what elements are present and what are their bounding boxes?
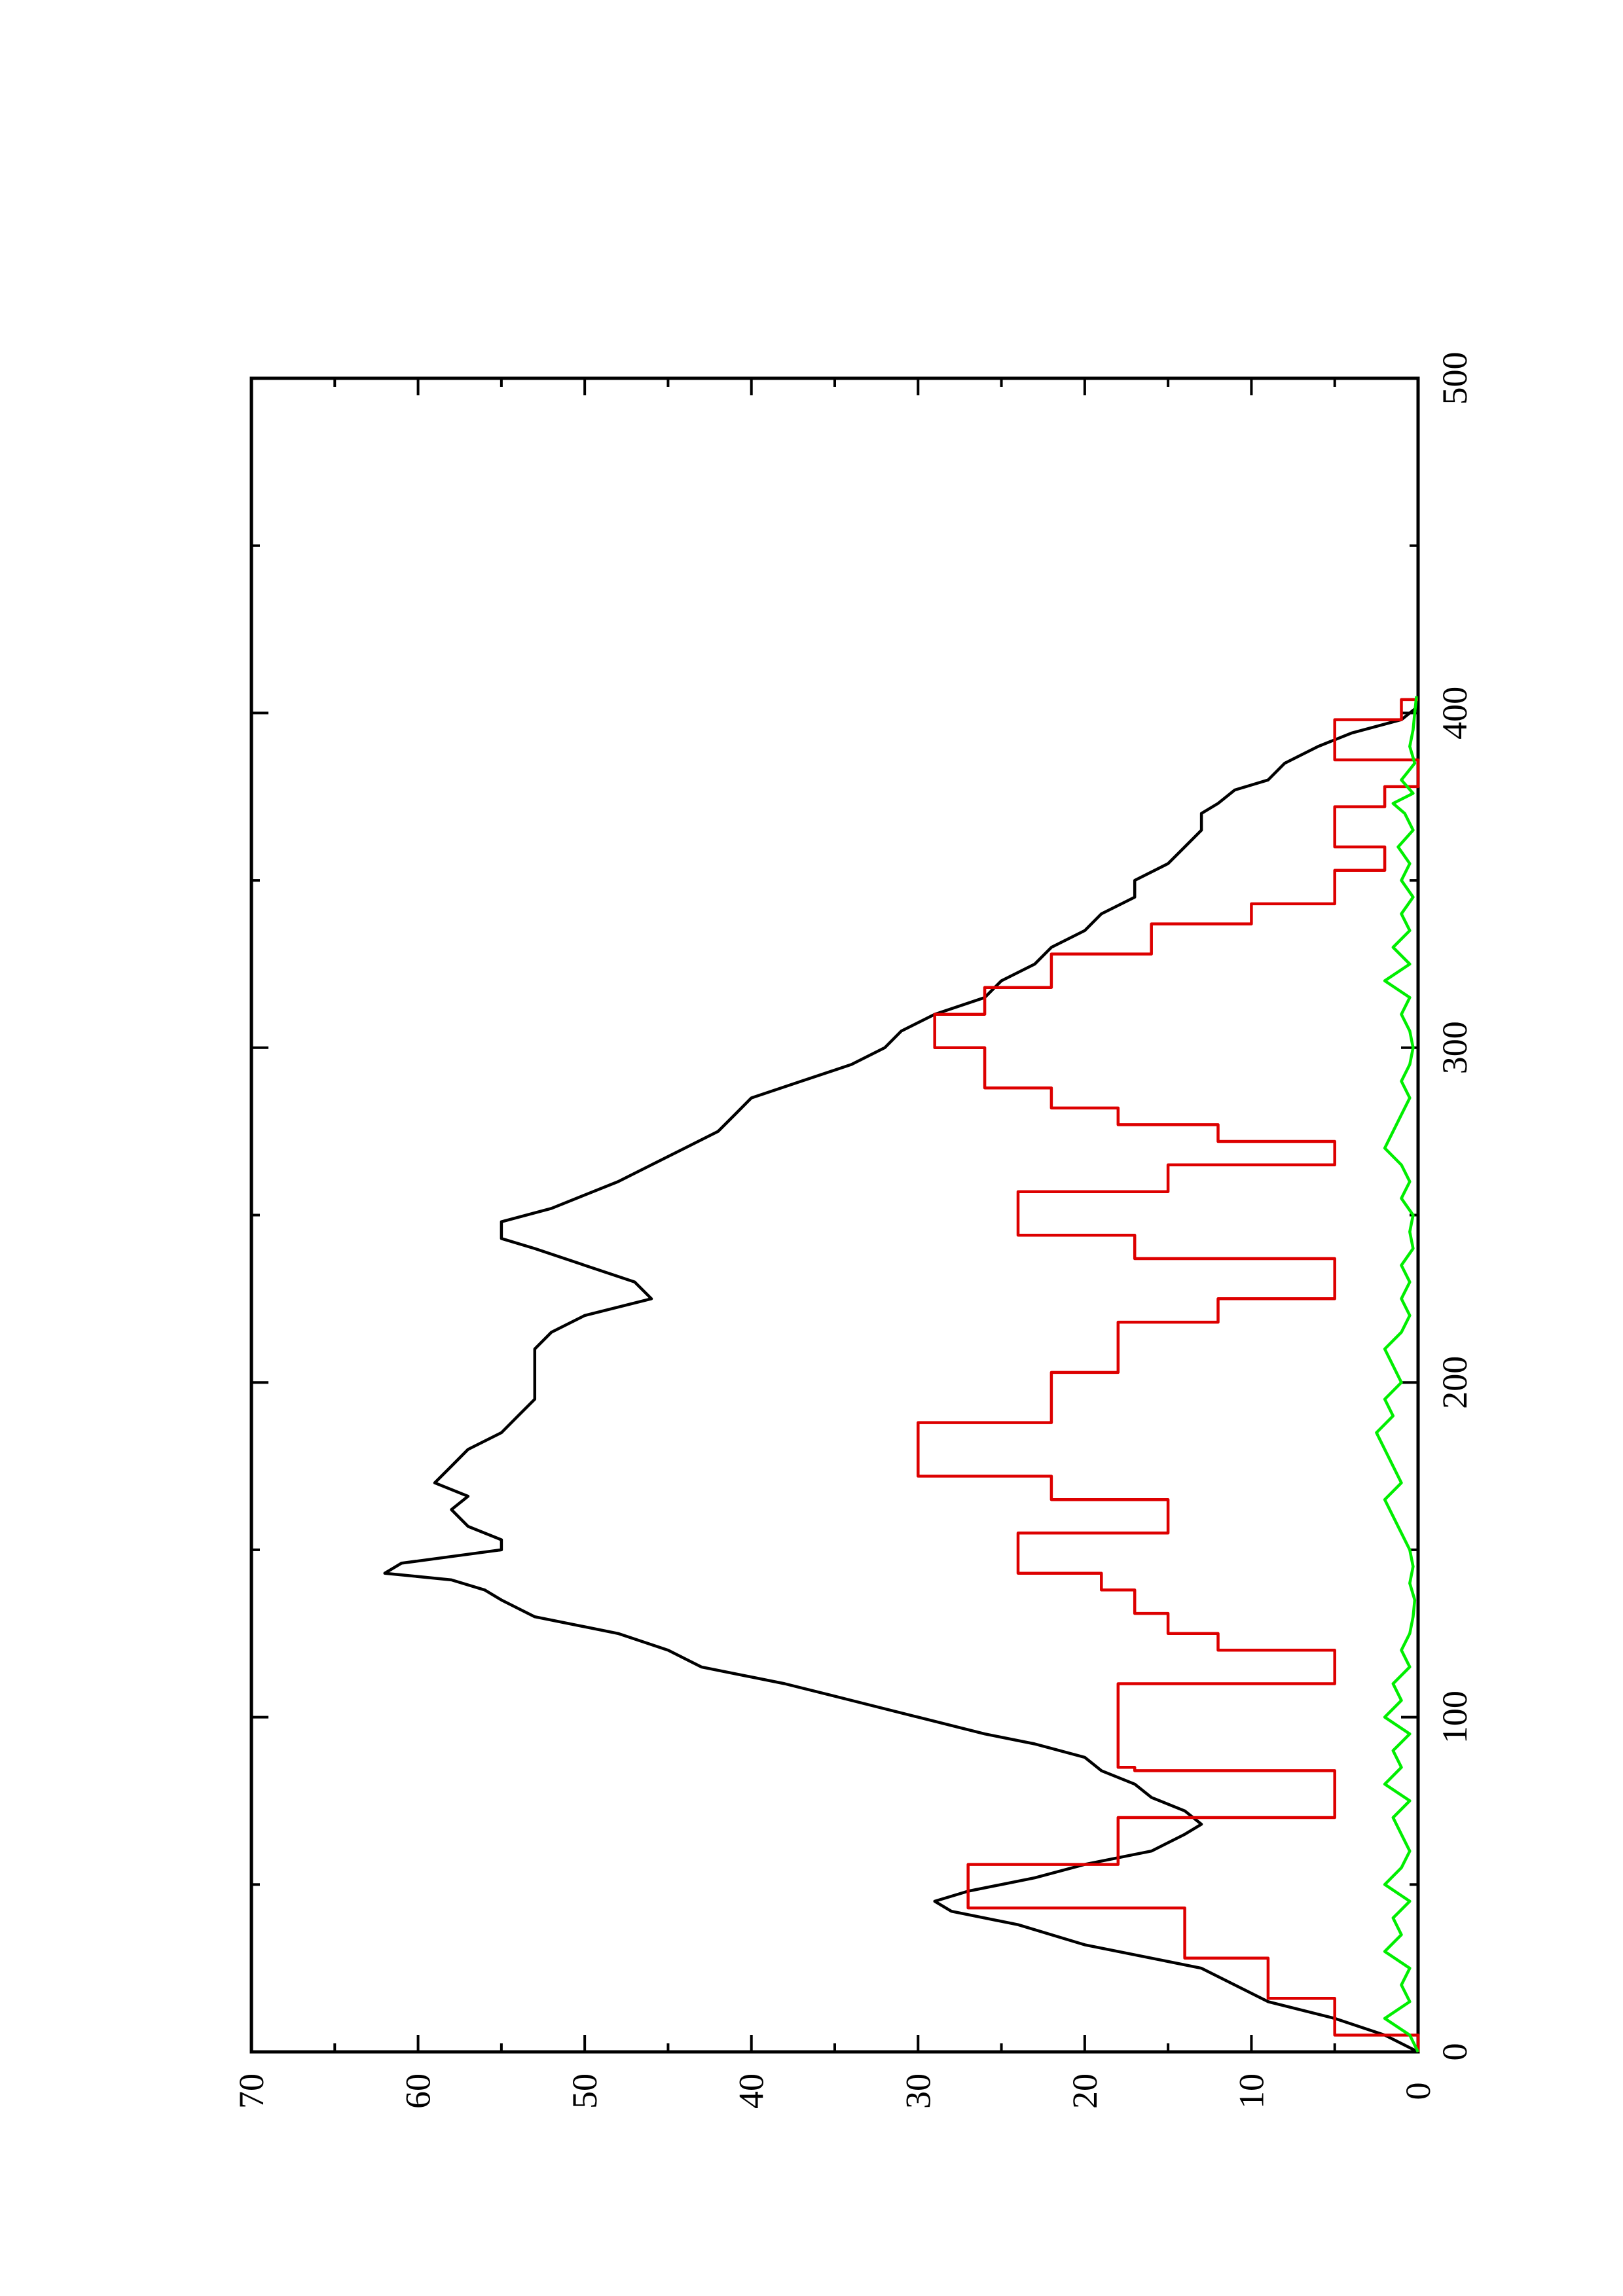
series-black-line (383, 692, 1420, 2054)
y-tick-label: 0 (1398, 2083, 1438, 2100)
y-tick-label: 60 (399, 2073, 438, 2109)
y-tick-label: 20 (1065, 2073, 1104, 2109)
x-tick-label: 200 (1435, 1356, 1474, 1409)
ticks-layer (250, 377, 1419, 2053)
y-tick-label: 50 (565, 2073, 604, 2109)
x-tick-label: 0 (1435, 2043, 1474, 2061)
x-tick-label: 100 (1435, 1691, 1474, 1744)
x-tick-label: 300 (1435, 1021, 1474, 1074)
series-red-step (917, 698, 1420, 2052)
x-tick-label: 400 (1435, 687, 1474, 740)
tick-labels-layer: 0 100 200 300 400 500 0 10 20 30 40 50 60 70 (232, 352, 1474, 2109)
y-tick-label: 10 (1231, 2073, 1271, 2109)
y-tick-label: 30 (898, 2073, 938, 2109)
y-tick-label: 40 (732, 2073, 771, 2109)
series-green-line (1375, 696, 1420, 2053)
x-tick-label: 500 (1435, 352, 1474, 405)
plot-frame (249, 376, 1420, 2054)
y-tick-label: 70 (232, 2073, 271, 2109)
series-layer (383, 692, 1420, 2054)
